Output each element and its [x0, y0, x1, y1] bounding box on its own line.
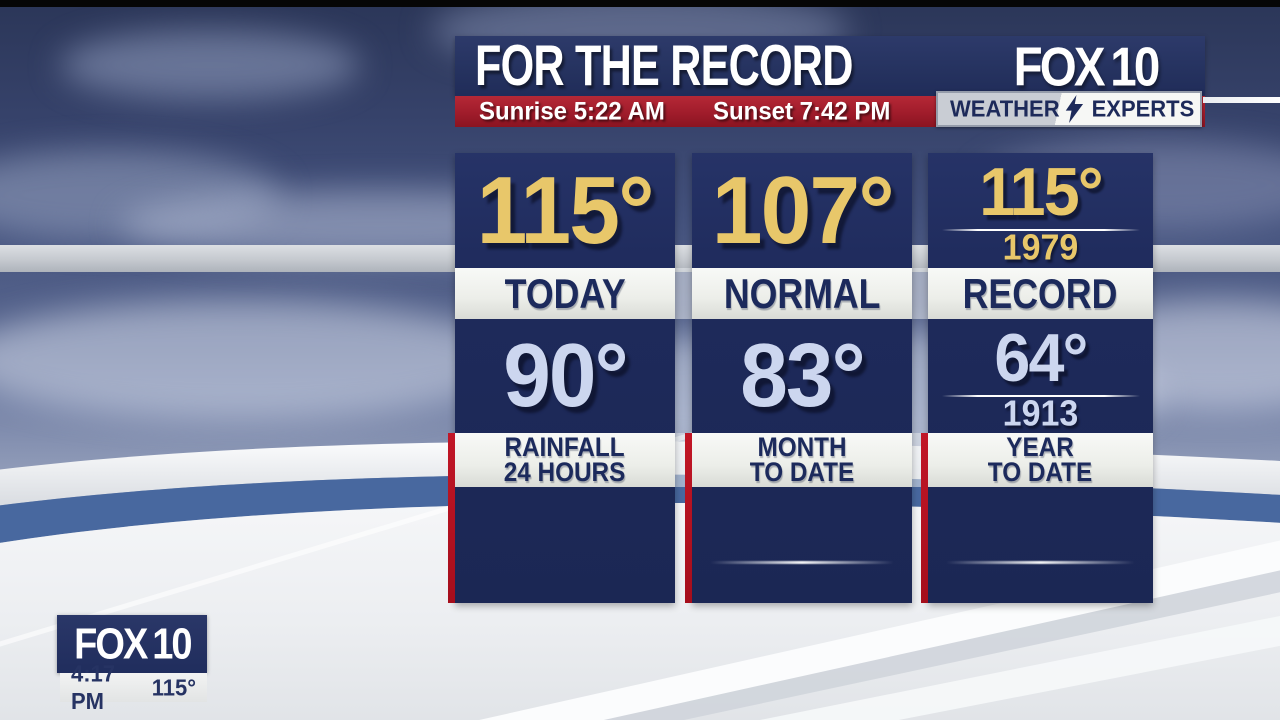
stat-column-today: 115° TODAY 90° RAINFALL 24 HOURS — [448, 153, 675, 603]
letterbox-bar — [0, 0, 1280, 7]
cloud-shape — [0, 300, 520, 420]
column-label: NORMAL — [723, 269, 881, 317]
month-to-date-label: MONTH TO DATE — [749, 432, 855, 487]
header-title-bar: FOR THE RECORD FOX 10 — [455, 34, 1205, 99]
divider-line — [941, 229, 1140, 231]
year-to-date-label: YEAR TO DATE — [988, 432, 1093, 487]
badge-weather-label: WEATHER — [950, 95, 1060, 122]
red-accent-stripe — [448, 433, 455, 603]
today-low-value: 90° — [503, 326, 629, 426]
current-temp: 115° — [151, 673, 196, 701]
column-label: RECORD — [963, 269, 1118, 317]
time-temp-strip: 4:17 PM 115° — [60, 660, 207, 714]
rainfall-label: RAINFALL 24 HOURS — [504, 432, 626, 487]
column-footer — [692, 487, 912, 603]
stat-column-normal: 107° NORMAL 83° MONTH TO DATE — [685, 153, 912, 603]
current-time: 4:17 PM — [71, 660, 116, 714]
badge-experts-label: EXPERTS — [1091, 95, 1195, 122]
fox10-logo-fox: FOX — [1013, 36, 1105, 98]
sunrise-time: Sunrise 5:22 AM — [479, 96, 665, 126]
record-high-value: 115° 1979 — [928, 153, 1153, 268]
normal-high-value: 107° — [711, 156, 894, 264]
lightning-bolt-icon — [1065, 95, 1083, 123]
column-label-band: RECORD — [928, 268, 1153, 319]
light-streak — [946, 561, 1135, 564]
page-title: FOR THE RECORD — [475, 34, 853, 98]
header-panel: FOR THE RECORD FOX 10 Sunrise 5:22 AM Su… — [455, 34, 1205, 127]
normal-low-value: 83° — [740, 326, 866, 426]
fox10-logo-num: 10 — [1109, 36, 1160, 98]
fox10-bug-logo: FOX 10 — [73, 619, 192, 668]
record-high-year: 1979 — [1002, 228, 1079, 268]
badge-accent-line — [1203, 97, 1280, 103]
month-to-date-band: MONTH TO DATE — [692, 433, 912, 487]
sunset-time: Sunset 7:42 PM — [713, 96, 891, 126]
column-label-band: TODAY — [455, 268, 675, 319]
station-bug-logo: FOX 10 — [57, 615, 207, 673]
column-footer — [928, 487, 1153, 603]
stat-column-record: 115° 1979 RECORD 64° 1913 YEAR TO DATE — [921, 153, 1153, 603]
today-high-value: 115° — [476, 156, 655, 264]
column-label: TODAY — [504, 269, 626, 317]
record-low-year: 1913 — [1002, 393, 1079, 434]
rainfall-label-band: RAINFALL 24 HOURS — [455, 433, 675, 487]
year-to-date-band: YEAR TO DATE — [928, 433, 1153, 487]
divider-line — [941, 394, 1140, 397]
fox10-logo: FOX 10 — [1013, 35, 1160, 99]
weather-experts-badge: WEATHER EXPERTS — [936, 91, 1202, 127]
column-label-band: NORMAL — [692, 268, 912, 319]
record-low-value: 64° 1913 — [928, 319, 1153, 433]
light-streak — [709, 561, 895, 564]
cloud-shape — [60, 30, 360, 100]
red-accent-stripe — [685, 433, 692, 603]
red-accent-stripe — [921, 433, 928, 603]
column-footer — [455, 487, 675, 603]
